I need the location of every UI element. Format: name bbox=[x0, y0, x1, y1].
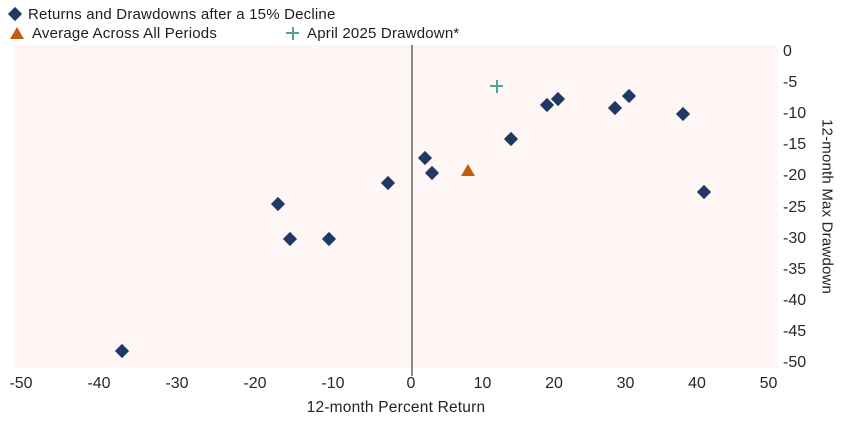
data-point-diamond bbox=[418, 150, 433, 165]
x-tick-label: -20 bbox=[243, 375, 267, 392]
legend-item-returns: Returns and Drawdowns after a 15% Declin… bbox=[7, 5, 336, 23]
y-tick-label: -10 bbox=[783, 105, 807, 123]
data-point-diamond bbox=[322, 231, 337, 246]
y-tick-label: -25 bbox=[783, 198, 807, 216]
data-point-diamond bbox=[283, 231, 298, 246]
triangle-icon bbox=[10, 27, 24, 39]
diamond-icon bbox=[7, 6, 23, 22]
y-tick-label: -5 bbox=[783, 74, 798, 92]
legend-item-average: Average Across All Periods bbox=[10, 24, 217, 42]
y-tick-label: -45 bbox=[783, 322, 807, 340]
zero-reference-line bbox=[411, 45, 413, 376]
y-tick-label: -40 bbox=[783, 291, 807, 309]
plot-area bbox=[14, 45, 778, 376]
y-tick-label: -35 bbox=[783, 260, 807, 278]
data-point-diamond bbox=[380, 175, 395, 190]
y-axis-title: 12-month Max Drawdown bbox=[818, 118, 836, 295]
data-point-plus bbox=[490, 79, 504, 93]
legend-item-april-2025: April 2025 Drawdown* bbox=[286, 24, 459, 42]
x-tick-label: 50 bbox=[759, 375, 778, 392]
legend-label: Returns and Drawdowns after a 15% Declin… bbox=[28, 5, 336, 23]
data-point-triangle bbox=[461, 164, 476, 177]
data-point-diamond bbox=[425, 166, 440, 181]
y-tick-label: -50 bbox=[783, 354, 807, 371]
data-point-diamond bbox=[115, 343, 130, 358]
x-tick-label: 30 bbox=[616, 375, 635, 392]
x-tick-label: -40 bbox=[87, 375, 111, 392]
y-tick-label: 0 bbox=[783, 43, 792, 60]
data-point-diamond bbox=[621, 88, 637, 103]
y-tick-label: -15 bbox=[783, 136, 807, 154]
plus-icon bbox=[286, 26, 299, 40]
y-tick-label: -30 bbox=[783, 229, 807, 247]
legend-label: Average Across All Periods bbox=[32, 24, 218, 42]
x-tick-label: -50 bbox=[9, 375, 33, 392]
x-tick-label: 40 bbox=[688, 375, 706, 392]
x-tick-label: 20 bbox=[545, 375, 563, 392]
data-point-diamond bbox=[607, 100, 622, 116]
data-point-diamond bbox=[504, 132, 519, 147]
x-tick-label: -10 bbox=[321, 375, 345, 392]
data-point-diamond bbox=[271, 197, 286, 212]
x-axis-title: 12-month Percent Return bbox=[306, 399, 486, 416]
y-tick-label: -20 bbox=[783, 167, 807, 185]
x-tick-label: 10 bbox=[473, 375, 492, 392]
data-point-diamond bbox=[697, 184, 712, 200]
legend-label: April 2025 Drawdown* bbox=[307, 24, 460, 42]
x-tick-label: 0 bbox=[406, 375, 416, 392]
data-point-diamond bbox=[675, 107, 690, 122]
x-tick-label: -30 bbox=[165, 375, 189, 392]
